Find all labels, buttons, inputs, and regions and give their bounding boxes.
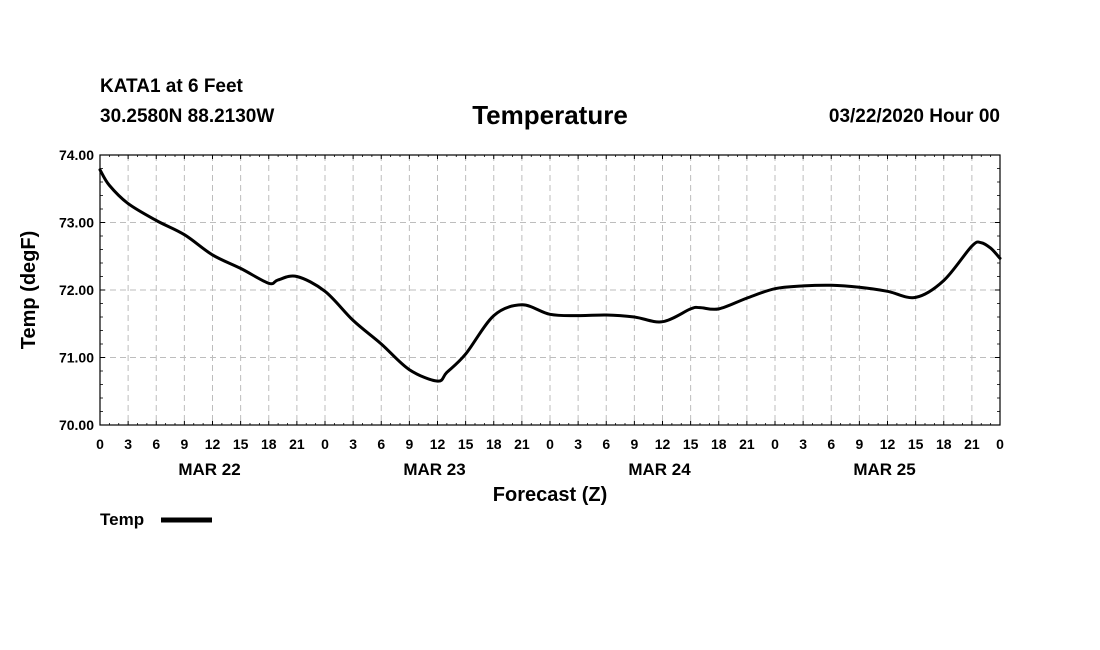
date-labels: MAR 22 MAR 23 MAR 24 MAR 25 bbox=[178, 460, 915, 479]
date-label: MAR 24 bbox=[628, 460, 691, 479]
x-tick-label: 21 bbox=[514, 436, 530, 452]
x-tick-label: 9 bbox=[855, 436, 863, 452]
x-tick-label: 21 bbox=[289, 436, 305, 452]
x-tick-label: 15 bbox=[908, 436, 924, 452]
x-tick-label: 6 bbox=[377, 436, 385, 452]
x-tick-label: 15 bbox=[233, 436, 249, 452]
x-tick-label: 6 bbox=[152, 436, 160, 452]
y-tick-labels: 70.00 71.00 72.00 73.00 74.00 bbox=[59, 147, 94, 433]
station-coordinates: 30.2580N 88.2130W bbox=[100, 106, 275, 127]
x-tick-label: 3 bbox=[124, 436, 132, 452]
axis-ticks bbox=[99, 154, 1001, 426]
y-tick-label: 73.00 bbox=[59, 215, 94, 231]
y-axis-title: Temp (degF) bbox=[18, 231, 40, 350]
x-tick-label: 12 bbox=[205, 436, 221, 452]
x-tick-label: 9 bbox=[405, 436, 413, 452]
x-tick-label: 12 bbox=[880, 436, 896, 452]
x-tick-label: 3 bbox=[799, 436, 807, 452]
x-tick-label: 9 bbox=[180, 436, 188, 452]
x-tick-label: 15 bbox=[683, 436, 699, 452]
y-tick-label: 71.00 bbox=[59, 350, 94, 366]
x-tick-label: 0 bbox=[96, 436, 104, 452]
legend-label: Temp bbox=[100, 510, 144, 529]
x-tick-label: 6 bbox=[602, 436, 610, 452]
x-tick-label: 3 bbox=[574, 436, 582, 452]
x-tick-label: 21 bbox=[739, 436, 755, 452]
x-tick-label: 18 bbox=[936, 436, 952, 452]
date-label: MAR 23 bbox=[403, 460, 465, 479]
x-tick-label: 15 bbox=[458, 436, 474, 452]
date-label: MAR 22 bbox=[178, 460, 240, 479]
x-tick-label: 18 bbox=[711, 436, 727, 452]
temp-series-line bbox=[98, 168, 1002, 383]
x-tick-label: 18 bbox=[261, 436, 277, 452]
x-tick-label: 0 bbox=[321, 436, 329, 452]
station-label: KATA1 at 6 Feet bbox=[100, 76, 243, 97]
x-tick-label: 0 bbox=[771, 436, 779, 452]
x-tick-label: 12 bbox=[430, 436, 446, 452]
x-axis-title: Forecast (Z) bbox=[493, 484, 607, 506]
y-tick-label: 74.00 bbox=[59, 147, 94, 163]
x-tick-label: 21 bbox=[964, 436, 980, 452]
legend: Temp bbox=[100, 510, 212, 529]
x-tick-label: 0 bbox=[996, 436, 1004, 452]
x-tick-label: 6 bbox=[827, 436, 835, 452]
x-tick-label: 18 bbox=[486, 436, 502, 452]
x-tick-label: 12 bbox=[655, 436, 671, 452]
x-tick-label: 3 bbox=[349, 436, 357, 452]
chart-title: Temperature bbox=[472, 100, 628, 130]
x-tick-label: 9 bbox=[630, 436, 638, 452]
x-tick-label: 0 bbox=[546, 436, 554, 452]
forecast-datetime: 03/22/2020 Hour 00 bbox=[828, 106, 1000, 127]
x-tick-labels: 0 3 6 9 12 15 18 21 0 3 6 9 12 15 18 21 0 3 6 9 12 15 18 21 0 3 6 9… bbox=[96, 436, 1004, 452]
y-tick-label: 70.00 bbox=[59, 417, 94, 433]
date-label: MAR 25 bbox=[853, 460, 915, 479]
grid-lines bbox=[100, 155, 1000, 425]
y-tick-label: 72.00 bbox=[59, 282, 94, 298]
